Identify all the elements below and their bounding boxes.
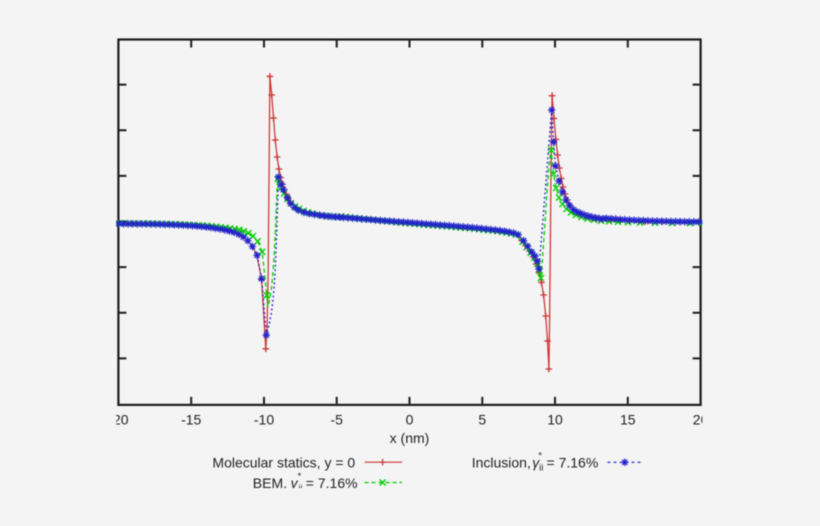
svg-text:-20: -20 [108,411,128,427]
svg-text:= 7.16%: = 7.16% [306,475,358,491]
svg-text:γ: γ [532,455,540,471]
svg-text:0: 0 [406,411,414,427]
svg-text:γ: γ [291,475,299,491]
svg-text:20: 20 [693,411,709,427]
svg-text:ii: ii [298,483,302,494]
svg-text:15: 15 [620,411,636,427]
svg-text:Inclusion,: Inclusion, [472,455,531,471]
svg-text:-15: -15 [181,411,201,427]
svg-text:*: * [538,451,542,462]
svg-text:BEM,: BEM, [253,475,287,491]
svg-text:*: * [298,471,302,482]
svg-text:10: 10 [547,411,563,427]
svg-text:x (nm): x (nm) [390,430,430,446]
svg-text:5: 5 [478,411,486,427]
svg-text:Molecular statics, y = 0: Molecular statics, y = 0 [212,455,355,471]
svg-text:-10: -10 [254,411,274,427]
svg-text:ii: ii [539,462,543,473]
svg-text:-5: -5 [330,411,343,427]
svg-text:= 7.16%: = 7.16% [547,455,599,471]
